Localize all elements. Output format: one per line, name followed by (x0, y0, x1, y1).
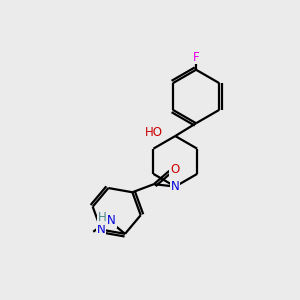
Text: O: O (170, 163, 179, 176)
Text: N: N (97, 223, 105, 236)
Text: N: N (107, 214, 116, 227)
Text: H: H (98, 211, 106, 224)
Text: HO: HO (145, 126, 163, 139)
Text: N: N (171, 180, 180, 193)
Text: F: F (193, 51, 200, 64)
